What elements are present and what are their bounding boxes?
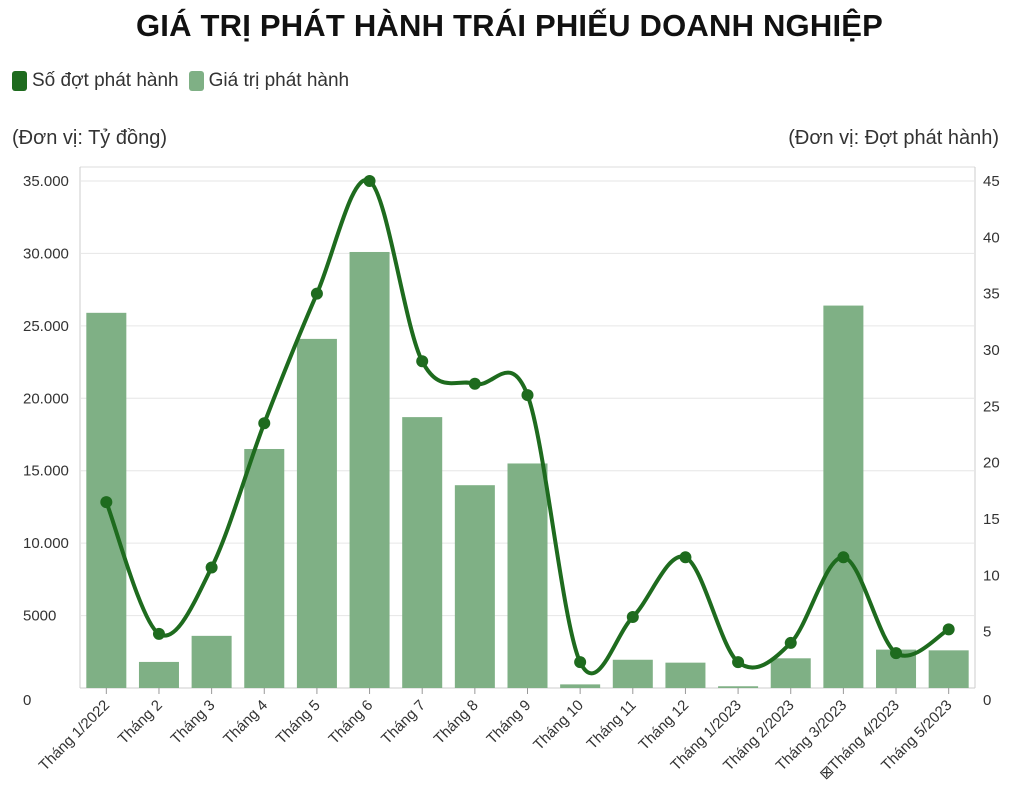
left-tick-label: 20.000 (23, 390, 69, 407)
right-tick-label: 45 (983, 173, 1000, 190)
left-tick-label: 10.000 (23, 535, 69, 552)
bar-10[interactable] (560, 684, 601, 688)
left-tick-label: 0 (23, 692, 31, 709)
right-tick-label: 5 (983, 624, 991, 641)
x-tick-label: Tháng 4 (220, 697, 271, 748)
x-axis-ticks: Tháng 1/2022 Tháng 2 Tháng 3 Tháng 4 Tháng 5… (36, 688, 956, 783)
right-axis-unit-label: (Đơn vị: Đợt phát hành) (788, 127, 999, 149)
right-tick-label: 20 (983, 455, 1000, 472)
bar-series (86, 251, 969, 689)
left-axis-unit-label: (Đơn vị: Tỷ đồng) (12, 127, 168, 149)
line-point-8[interactable] (468, 377, 481, 390)
left-tick-label: 35.000 (23, 173, 69, 190)
line-point-14[interactable] (784, 636, 797, 649)
bar-5[interactable] (296, 338, 337, 688)
right-tick-label: 10 (983, 567, 1000, 584)
right-tick-label: 30 (983, 342, 1000, 359)
left-tick-label: 30.000 (23, 245, 69, 262)
x-tick-label: Tháng 8 (431, 697, 482, 748)
right-tick-label: 15 (983, 511, 1000, 528)
bar-17[interactable] (928, 650, 969, 688)
chart-title: GIÁ TRỊ PHÁT HÀNH TRÁI PHIẾU DOANH NGHIỆ… (135, 8, 884, 43)
legend: Số đợt phát hành Giá trị phát hành (12, 70, 359, 92)
bar-7[interactable] (402, 417, 443, 688)
bar-9[interactable] (507, 463, 548, 688)
line-point-16[interactable] (890, 647, 903, 660)
line-point-13[interactable] (732, 656, 745, 669)
left-tick-label: 15.000 (23, 463, 69, 480)
left-tick-label: 25.000 (23, 318, 69, 335)
bar-2[interactable] (138, 661, 179, 688)
bar-3[interactable] (191, 635, 232, 688)
line-point-6[interactable] (363, 175, 376, 187)
x-tick-label: Tháng 1/2022 (36, 697, 113, 774)
line-series (100, 175, 955, 676)
bar-12[interactable] (665, 662, 706, 688)
x-tick-label: Tháng 5 (273, 697, 324, 748)
line-point-15[interactable] (837, 551, 850, 564)
legend-label-bar: Giá trị phát hành (208, 70, 350, 91)
x-tick-label: Tháng 10 (530, 697, 587, 754)
right-axis-ticks: 0 5 10 15 20 25 30 35 40 45 (983, 173, 1000, 709)
x-tick-label: Tháng 9 (483, 697, 534, 748)
left-axis-ticks: 0 5000 10.000 15.000 20.000 25.000 30.000 35.00… (23, 173, 69, 709)
x-tick-label: Tháng 11 (584, 697, 640, 753)
line-point-3[interactable] (205, 561, 218, 574)
bar-4[interactable] (244, 448, 285, 688)
bar-15[interactable] (823, 305, 864, 688)
line-point-10[interactable] (574, 656, 587, 669)
bar-11[interactable] (612, 659, 653, 688)
line-point-4[interactable] (258, 417, 271, 430)
legend-item-line[interactable]: Số đợt phát hành (12, 70, 179, 92)
x-tick-label: Tháng 7 (378, 697, 429, 748)
legend-item-bar[interactable]: Giá trị phát hành (188, 70, 350, 92)
bar-14[interactable] (770, 658, 811, 688)
line-point-9[interactable] (521, 389, 534, 402)
line-point-7[interactable] (416, 355, 429, 368)
left-tick-label: 5000 (23, 608, 56, 625)
line-point-17[interactable] (942, 623, 955, 636)
line-point-11[interactable] (626, 611, 639, 624)
line-point-12[interactable] (679, 551, 692, 564)
legend-swatch-line (12, 71, 27, 91)
line-point-5[interactable] (310, 287, 323, 300)
x-tick-label: Tháng 6 (325, 697, 376, 748)
right-tick-label: 0 (983, 692, 991, 709)
right-tick-label: 25 (983, 398, 1000, 415)
legend-label-line: Số đợt phát hành (32, 70, 179, 91)
legend-swatch-bar (188, 71, 204, 91)
bar-13[interactable] (718, 686, 759, 688)
bar-8[interactable] (454, 485, 495, 688)
x-tick-label: Tháng 3 (168, 697, 219, 748)
line-point-2[interactable] (152, 627, 165, 640)
right-tick-label: 40 (983, 229, 1000, 246)
x-tick-label: Tháng 2 (115, 697, 166, 748)
right-tick-label: 35 (983, 286, 1000, 303)
bar-6[interactable] (349, 251, 390, 689)
line-point-1[interactable] (100, 496, 113, 509)
